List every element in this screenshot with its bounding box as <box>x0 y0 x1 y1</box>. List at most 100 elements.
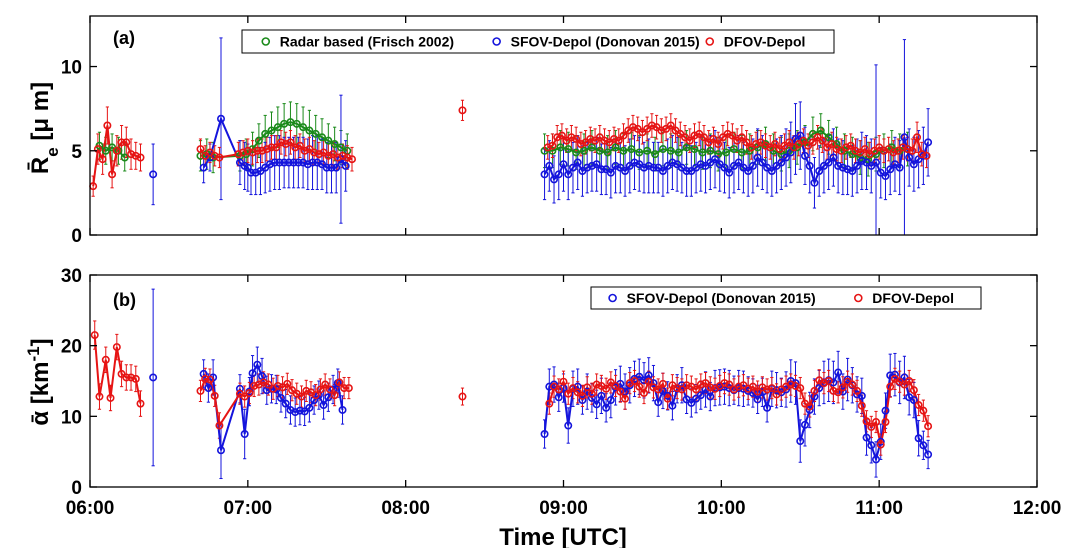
data-point-sfov-depol-donovan-2015 <box>829 153 838 162</box>
data-point-dfov-depol <box>205 375 214 384</box>
data-point-sfov-depol-donovan-2015 <box>587 161 596 170</box>
data-point-radar-based-frisch-2002 <box>666 146 675 155</box>
y-tick-label: 0 <box>71 226 82 247</box>
data-point-dfov-depol <box>748 382 757 391</box>
data-point-radar-based-frisch-2002 <box>572 148 581 157</box>
data-point-dfov-depol <box>576 140 585 149</box>
data-point-sfov-depol-donovan-2015 <box>919 151 928 160</box>
data-point-dfov-depol <box>567 133 576 142</box>
data-point-sfov-depol-donovan-2015 <box>597 391 606 400</box>
data-point-sfov-depol-donovan-2015 <box>881 172 890 181</box>
data-point-dfov-depol <box>886 382 895 391</box>
data-point-sfov-depol-donovan-2015 <box>204 384 213 393</box>
data-point-dfov-depol <box>335 378 344 387</box>
data-point-dfov-depol <box>264 380 273 389</box>
data-point-sfov-depol-donovan-2015 <box>583 163 592 172</box>
data-point-sfov-depol-donovan-2015 <box>796 437 805 446</box>
data-point-radar-based-frisch-2002 <box>336 143 345 152</box>
data-point-radar-based-frisch-2002 <box>643 146 652 155</box>
data-point-radar-based-frisch-2002 <box>832 140 841 149</box>
data-point-sfov-depol-donovan-2015 <box>853 161 862 170</box>
series-line-dfov-depol <box>199 377 349 429</box>
data-point-sfov-depol-donovan-2015 <box>895 163 904 172</box>
data-point-radar-based-frisch-2002 <box>101 146 110 155</box>
data-point-sfov-depol-donovan-2015 <box>663 391 672 400</box>
data-point-radar-based-frisch-2002 <box>254 136 263 145</box>
data-point-dfov-depol <box>600 136 609 145</box>
data-point-sfov-depol-donovan-2015 <box>606 396 615 405</box>
data-point-dfov-depol <box>658 379 667 388</box>
data-point-dfov-depol <box>908 146 917 155</box>
data-point-sfov-depol-donovan-2015 <box>332 163 341 172</box>
panel-a-tag: (a) <box>113 28 135 48</box>
legend-label-sfov-depol-donovan-2015: SFOV-Depol (Donovan 2015) <box>511 34 700 50</box>
data-point-radar-based-frisch-2002 <box>824 133 833 142</box>
data-point-dfov-depol <box>258 146 267 155</box>
data-point-radar-based-frisch-2002 <box>120 153 129 162</box>
data-point-radar-based-frisch-2002 <box>690 145 699 154</box>
data-point-sfov-depol-donovan-2015 <box>217 114 226 123</box>
data-point-sfov-depol-donovan-2015 <box>886 165 895 174</box>
data-point-dfov-depol <box>554 385 563 394</box>
data-point-dfov-depol <box>281 140 290 149</box>
data-point-dfov-depol <box>905 376 914 385</box>
data-point-dfov-depol <box>796 384 805 393</box>
data-point-radar-based-frisch-2002 <box>556 143 565 152</box>
data-point-sfov-depol-donovan-2015 <box>205 153 214 162</box>
data-point-sfov-depol-donovan-2015 <box>711 155 720 164</box>
data-point-dfov-depol <box>824 376 833 385</box>
data-point-dfov-depol <box>283 379 292 388</box>
data-point-sfov-depol-donovan-2015 <box>606 168 615 177</box>
data-point-dfov-depol <box>131 151 140 160</box>
legend-marker-sfov-depol-donovan-2015 <box>608 293 617 303</box>
data-point-dfov-depol <box>117 138 126 147</box>
data-point-sfov-depol-donovan-2015 <box>767 166 776 175</box>
data-point-dfov-depol <box>215 421 224 430</box>
data-point-sfov-depol-donovan-2015 <box>900 133 909 142</box>
data-point-radar-based-frisch-2002 <box>587 143 596 152</box>
legend-marker-radar-based-frisch-2002 <box>261 37 271 46</box>
data-point-dfov-depol <box>696 380 705 389</box>
data-point-dfov-depol <box>267 143 276 152</box>
data-point-dfov-depol <box>344 384 353 393</box>
data-point-dfov-depol <box>583 383 592 392</box>
data-point-dfov-depol <box>818 136 827 145</box>
data-point-sfov-depol-donovan-2015 <box>668 401 677 410</box>
data-point-sfov-depol-donovan-2015 <box>829 378 838 387</box>
data-point-radar-based-frisch-2002 <box>330 140 339 149</box>
data-point-dfov-depol <box>881 417 890 426</box>
data-point-sfov-depol-donovan-2015 <box>592 400 601 409</box>
data-point-dfov-depol <box>725 380 734 389</box>
data-point-sfov-depol-donovan-2015 <box>559 160 568 169</box>
data-point-sfov-depol-donovan-2015 <box>289 158 298 167</box>
data-point-dfov-depol <box>592 380 601 389</box>
data-point-radar-based-frisch-2002 <box>248 145 257 154</box>
data-point-sfov-depol-donovan-2015 <box>919 441 928 450</box>
data-point-dfov-depol <box>276 138 285 147</box>
data-point-dfov-depol <box>262 145 271 154</box>
data-point-sfov-depol-donovan-2015 <box>706 392 715 401</box>
data-point-sfov-depol-donovan-2015 <box>810 178 819 187</box>
data-point-sfov-depol-donovan-2015 <box>876 437 885 446</box>
data-point-dfov-depol <box>564 389 573 398</box>
data-point-dfov-depol <box>770 140 779 149</box>
data-point-sfov-depol-donovan-2015 <box>725 168 734 177</box>
data-point-radar-based-frisch-2002 <box>619 146 628 155</box>
data-point-dfov-depol <box>543 143 552 152</box>
legend-marker-sfov-depol-donovan-2015 <box>492 37 501 46</box>
data-point-dfov-depol <box>234 150 243 159</box>
data-point-sfov-depol-donovan-2015 <box>540 429 549 438</box>
data-point-sfov-depol-donovan-2015 <box>848 166 857 175</box>
data-point-dfov-depol <box>857 401 866 410</box>
data-point-dfov-depol <box>250 381 259 390</box>
data-point-dfov-depol <box>621 394 630 403</box>
data-point-dfov-depol <box>557 131 566 140</box>
data-point-sfov-depol-donovan-2015 <box>763 403 772 412</box>
data-point-sfov-depol-donovan-2015 <box>658 166 667 175</box>
y-tick-label: 20 <box>61 337 82 358</box>
data-point-sfov-depol-donovan-2015 <box>327 163 336 172</box>
data-point-dfov-depol <box>846 141 855 150</box>
data-point-radar-based-frisch-2002 <box>318 133 327 142</box>
data-point-sfov-depol-donovan-2015 <box>270 158 279 167</box>
data-point-dfov-depol <box>196 145 205 154</box>
